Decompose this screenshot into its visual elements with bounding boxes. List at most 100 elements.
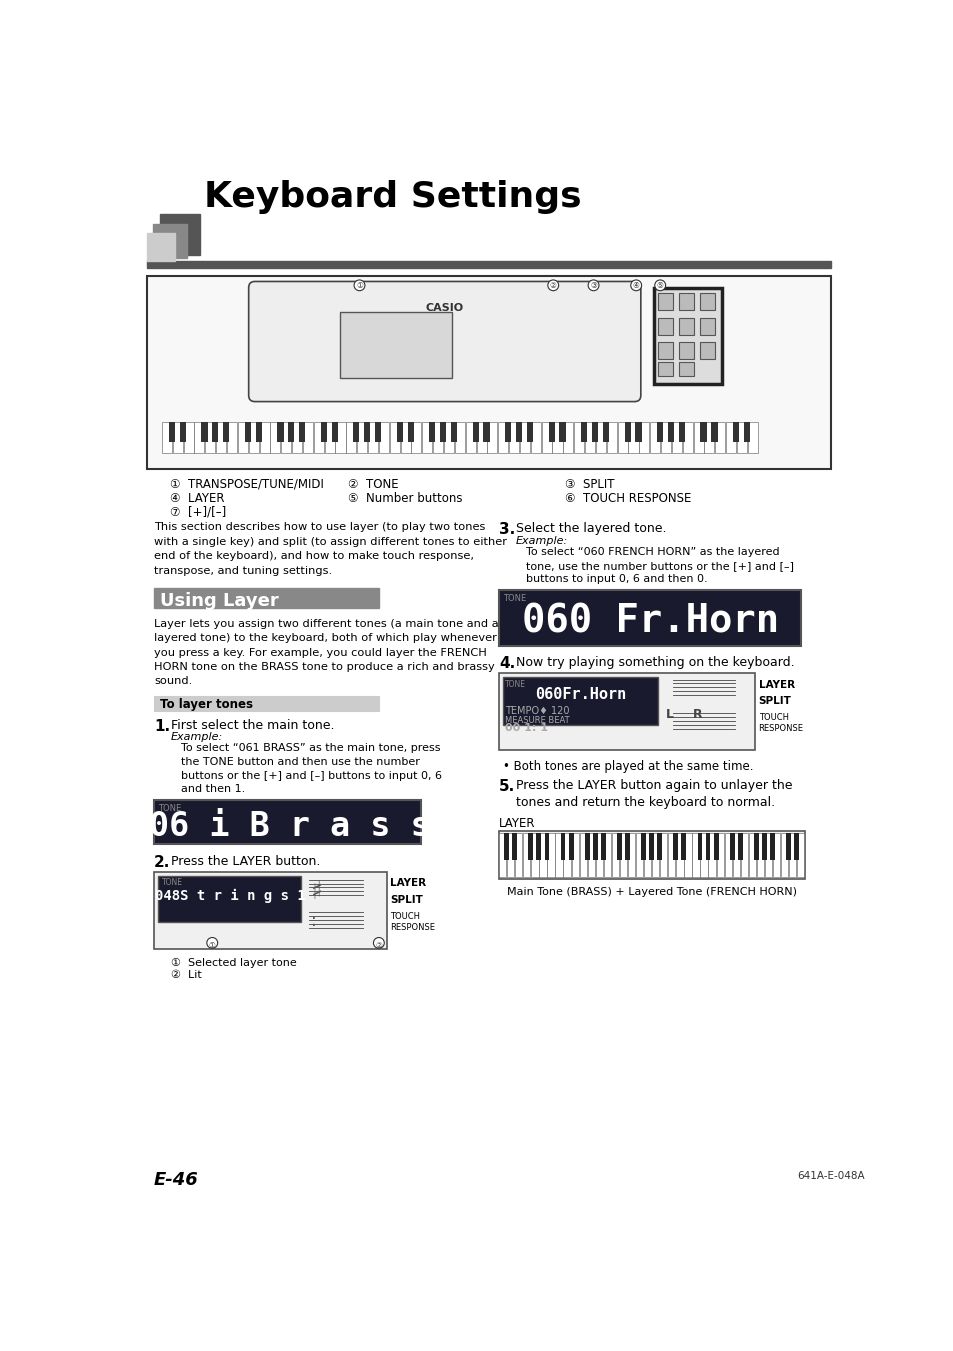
- Bar: [636, 832, 642, 877]
- Bar: [547, 832, 554, 877]
- Bar: [375, 423, 381, 442]
- Bar: [552, 423, 562, 453]
- Bar: [212, 423, 218, 442]
- Text: ①  TRANSPOSE/TUNE/MIDI: ① TRANSPOSE/TUNE/MIDI: [170, 478, 323, 490]
- Bar: [667, 832, 675, 877]
- Bar: [649, 832, 654, 859]
- Bar: [515, 832, 522, 877]
- Bar: [498, 832, 506, 877]
- Bar: [245, 423, 251, 442]
- Bar: [169, 423, 174, 442]
- Text: 00 1: 1: 00 1: 1: [505, 723, 548, 734]
- Text: To select “061 BRASS” as the main tone, press
the TONE button and then use the n: To select “061 BRASS” as the main tone, …: [181, 743, 442, 794]
- Bar: [353, 423, 359, 442]
- Text: LAYER: LAYER: [390, 878, 426, 888]
- Bar: [703, 423, 714, 453]
- Bar: [639, 423, 649, 453]
- Bar: [356, 423, 367, 453]
- Bar: [797, 832, 803, 877]
- Bar: [595, 832, 602, 877]
- Bar: [216, 423, 226, 453]
- Bar: [692, 832, 699, 877]
- Bar: [314, 423, 323, 453]
- Bar: [194, 423, 204, 453]
- Bar: [571, 832, 578, 877]
- Bar: [154, 588, 378, 608]
- Text: 3.: 3.: [498, 523, 515, 538]
- Bar: [505, 423, 511, 442]
- Bar: [538, 832, 546, 877]
- Bar: [679, 423, 684, 442]
- Bar: [320, 423, 327, 442]
- Bar: [159, 215, 199, 254]
- Bar: [147, 276, 830, 469]
- Text: Press the LAYER button.: Press the LAYER button.: [171, 855, 320, 869]
- Bar: [652, 832, 659, 877]
- Text: Press the LAYER button again to unlayer the
tones and return the keyboard to nor: Press the LAYER button again to unlayer …: [516, 780, 792, 809]
- Bar: [772, 832, 780, 877]
- Text: 048S t r i n g s 1: 048S t r i n g s 1: [154, 889, 305, 904]
- Bar: [584, 832, 589, 859]
- Bar: [378, 423, 389, 453]
- Bar: [635, 423, 641, 442]
- Bar: [568, 832, 573, 859]
- Bar: [699, 342, 715, 359]
- Circle shape: [373, 938, 384, 948]
- Text: To select “060 FRENCH HORN” as the layered
tone, use the number buttons or the [: To select “060 FRENCH HORN” as the layer…: [525, 547, 793, 585]
- Bar: [708, 832, 715, 877]
- Bar: [667, 423, 674, 442]
- Bar: [732, 423, 739, 442]
- Bar: [443, 423, 454, 453]
- Bar: [785, 832, 790, 859]
- Text: Example:: Example:: [516, 535, 568, 546]
- Text: LAYER: LAYER: [498, 817, 535, 831]
- Text: :: :: [311, 912, 316, 929]
- Text: TONE: TONE: [502, 594, 525, 603]
- Bar: [259, 423, 270, 453]
- Bar: [346, 423, 356, 453]
- Bar: [183, 423, 193, 453]
- Bar: [649, 423, 659, 453]
- Bar: [711, 423, 717, 442]
- Bar: [548, 423, 555, 442]
- Bar: [531, 832, 537, 877]
- Bar: [769, 832, 774, 859]
- Text: Keyboard Settings: Keyboard Settings: [204, 180, 581, 213]
- Bar: [679, 342, 694, 359]
- Bar: [536, 832, 540, 859]
- Bar: [162, 423, 172, 453]
- Text: 1.: 1.: [154, 719, 170, 734]
- Text: MEASURE BEAT: MEASURE BEAT: [505, 716, 569, 724]
- Text: ①  Selected layer tone: ① Selected layer tone: [171, 958, 296, 969]
- Bar: [502, 677, 658, 725]
- Bar: [724, 832, 731, 877]
- Bar: [579, 832, 586, 877]
- Bar: [628, 423, 638, 453]
- Bar: [507, 832, 514, 877]
- Bar: [483, 423, 489, 442]
- Bar: [516, 423, 521, 442]
- Bar: [679, 293, 694, 309]
- Text: Layer lets you assign two different tones (a main tone and a
layered tone) to th: Layer lets you assign two different tone…: [154, 619, 498, 686]
- Bar: [451, 423, 456, 442]
- Bar: [606, 423, 617, 453]
- Text: 2.: 2.: [154, 855, 171, 870]
- FancyBboxPatch shape: [249, 281, 640, 401]
- Bar: [729, 832, 734, 859]
- Bar: [560, 832, 565, 859]
- Circle shape: [587, 280, 598, 290]
- Bar: [530, 423, 540, 453]
- Bar: [764, 832, 771, 877]
- Bar: [433, 423, 443, 453]
- Bar: [509, 423, 518, 453]
- Bar: [465, 423, 476, 453]
- Bar: [335, 423, 345, 453]
- Text: 641A-E-048A: 641A-E-048A: [797, 1171, 864, 1181]
- Bar: [147, 261, 830, 267]
- Bar: [429, 423, 435, 442]
- Bar: [223, 423, 229, 442]
- Bar: [658, 293, 673, 309]
- Bar: [562, 423, 573, 453]
- Bar: [580, 423, 587, 442]
- Bar: [154, 871, 386, 948]
